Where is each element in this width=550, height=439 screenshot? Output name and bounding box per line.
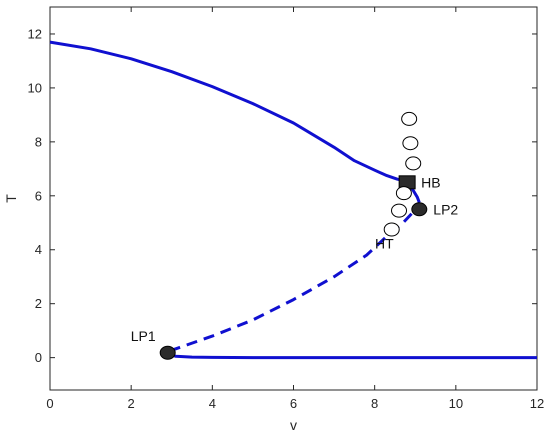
y-tick-label: 12 bbox=[28, 26, 42, 41]
x-tick-label: 2 bbox=[128, 396, 135, 411]
y-axis-label: T bbox=[3, 194, 19, 203]
marker-labels: LP1 LP2 HB HT bbox=[131, 174, 459, 343]
y-tick-label: 10 bbox=[28, 80, 42, 95]
x-tick-label: 8 bbox=[371, 396, 378, 411]
marker-open-circle bbox=[401, 111, 418, 126]
marker-open-circle bbox=[383, 222, 400, 237]
y-tick-label: 8 bbox=[35, 134, 42, 149]
series-solid-branch-3 bbox=[167, 352, 537, 360]
x-tick-label: 0 bbox=[46, 396, 53, 411]
y-tick-label: 4 bbox=[35, 242, 42, 257]
series-solid-branch-0 bbox=[49, 40, 410, 184]
series-dashed-branch-2 bbox=[169, 201, 421, 353]
label-lp2: LP2 bbox=[433, 201, 458, 217]
x-axis-label: v bbox=[290, 417, 297, 433]
marker-lp2 bbox=[411, 202, 428, 217]
marker-lp1 bbox=[159, 345, 176, 360]
label-hb: HB bbox=[421, 174, 440, 190]
marker-open-circle bbox=[395, 186, 412, 201]
plot-frame bbox=[49, 6, 538, 391]
label-lp1: LP1 bbox=[131, 328, 156, 344]
axis-ticks: 0 2 4 6 8 10 12 0 2 4 6 8 10 12 bbox=[28, 7, 544, 411]
bifurcation-markers bbox=[159, 111, 428, 360]
marker-open-circle bbox=[405, 156, 422, 171]
x-tick-label: 6 bbox=[290, 396, 297, 411]
marker-open-circle bbox=[391, 203, 408, 218]
x-tick-label: 10 bbox=[449, 396, 463, 411]
plot-area bbox=[49, 6, 538, 391]
y-tick-label: 2 bbox=[35, 296, 42, 311]
series-lines bbox=[49, 40, 537, 360]
y-tick-label: 0 bbox=[35, 350, 42, 365]
x-tick-label: 4 bbox=[209, 396, 216, 411]
label-ht: HT bbox=[375, 236, 394, 252]
x-tick-label: 12 bbox=[530, 396, 544, 411]
marker-open-circle bbox=[402, 136, 419, 151]
y-tick-label: 6 bbox=[35, 188, 42, 203]
